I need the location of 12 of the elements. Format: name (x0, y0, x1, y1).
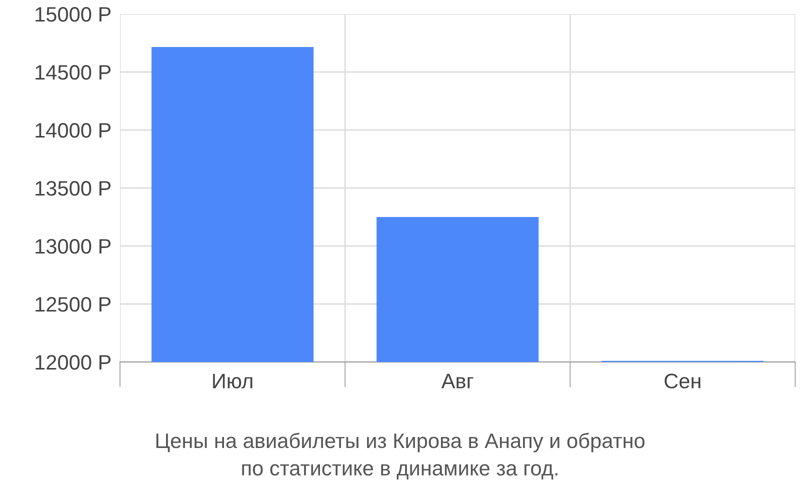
text: по статистике в динамике за год. (242, 464, 558, 480)
x-tick-label: Сен (664, 374, 700, 388)
y-tick-label: 14500 Р (36, 65, 111, 80)
x-tick-label: Июл (213, 374, 252, 388)
text: Цены на авиабилеты из Кирова в Анапу и обратно (156, 432, 644, 452)
x-tick-label: Авг (441, 374, 474, 388)
y-tick-label: 12000 Р (36, 355, 111, 370)
y-tick-label: 14000 Р (36, 123, 111, 138)
y-tick-label: 15000 Р (36, 7, 111, 22)
y-tick-label: 13000 Р (36, 239, 111, 254)
y-tick-label: 13500 Р (36, 181, 111, 196)
y-tick-label: 12500 Р (36, 297, 111, 312)
